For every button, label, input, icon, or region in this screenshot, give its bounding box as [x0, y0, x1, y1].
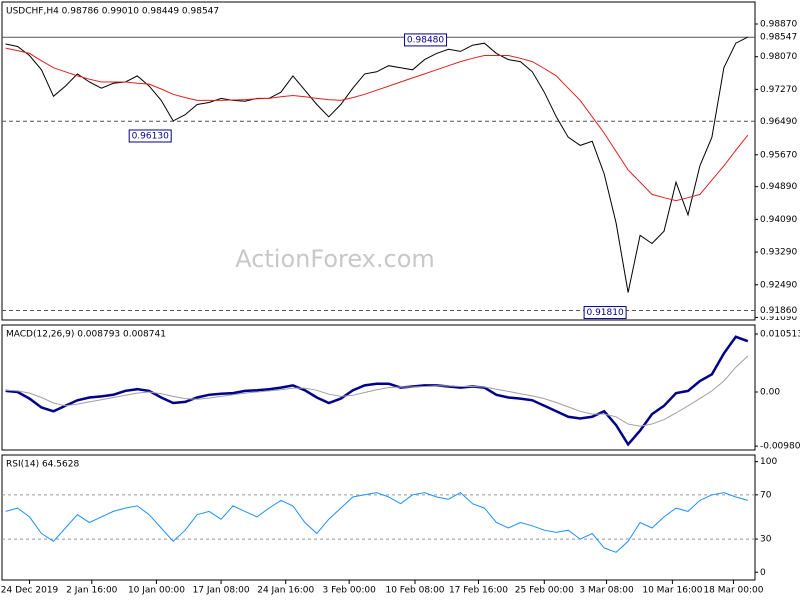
- x-tick-label: 24 Dec 2019: [1, 586, 59, 596]
- x-tick-label: 10 Feb 08:00: [385, 586, 444, 596]
- y-tick-label: 30: [760, 535, 772, 545]
- x-tick-label: 10 Mar 16:00: [642, 586, 702, 596]
- x-tick-label: 3 Feb 00:00: [323, 586, 377, 596]
- panel-title: RSI(14) 64.5628: [6, 460, 79, 470]
- series-line: [5, 491, 748, 553]
- y-tick-label: 0.93290: [760, 248, 797, 258]
- annotation-box: [404, 33, 448, 47]
- panel-frame: [1, 454, 756, 581]
- y-tick-label: 0.94890: [760, 182, 797, 192]
- x-tick-label: 3 Mar 08:00: [579, 586, 634, 596]
- y-tick-label: 0: [760, 568, 766, 578]
- y-tick-label: 0.95670: [760, 150, 797, 160]
- x-tick-label: 25 Feb 00:00: [515, 586, 574, 596]
- y-tick-label: 70: [760, 490, 772, 500]
- y-tick-label: 0.92490: [760, 280, 797, 290]
- x-tick-label: 17 Feb 16:00: [449, 586, 508, 596]
- annotation-label: 0.91810: [586, 308, 623, 318]
- panel-title: USDCHF,H4 0.98786 0.99010 0.98449 0.9854…: [6, 7, 219, 17]
- series-line: [5, 335, 749, 447]
- annotation-box: [583, 306, 627, 320]
- level-label-bg: [756, 31, 800, 44]
- y-tick-label: 0.94090: [760, 215, 797, 225]
- panel-frame: [1, 324, 756, 451]
- x-tick-label: 24 Jan 16:00: [257, 586, 314, 596]
- level-label-bg: [756, 304, 800, 317]
- annotation-label: 0.98480: [407, 35, 444, 45]
- y-tick-label: 0.98870: [760, 19, 797, 29]
- panel-title: MACD(12,26,9) 0.008793 0.008741: [6, 330, 166, 340]
- level-label-bg: [756, 115, 800, 128]
- series-line: [5, 47, 749, 202]
- annotation-box: [128, 129, 172, 143]
- x-tick-label: 2 Jan 16:00: [66, 586, 118, 596]
- y-tick-label: 0.98070: [760, 52, 797, 62]
- y-tick-label: 100: [760, 457, 777, 467]
- annotation-label: 0.96130: [132, 131, 169, 141]
- x-tick-label: 10 Jan 00:00: [128, 586, 185, 596]
- y-tick-label: 0.010513: [760, 329, 800, 339]
- watermark: ActionForex.com: [235, 245, 435, 273]
- y-tick-label: 0.97270: [760, 85, 797, 95]
- y-tick-label: -0.009804: [760, 442, 800, 452]
- level-label: 0.91860: [760, 306, 797, 316]
- x-tick-label: 17 Jan 08:00: [193, 586, 250, 596]
- panel-frame: [1, 1, 756, 321]
- y-tick-label: 0.91690: [760, 313, 797, 323]
- x-tick-label: 18 Mar 00:00: [703, 586, 763, 596]
- series-line: [5, 36, 749, 293]
- series-line: [5, 355, 749, 427]
- level-label: 0.98547: [760, 33, 797, 43]
- y-tick-label: 0.00: [760, 387, 780, 397]
- level-label: 0.96490: [760, 117, 797, 127]
